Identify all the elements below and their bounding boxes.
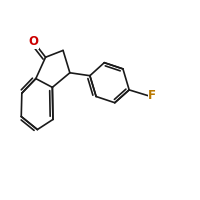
Text: F: F [148, 89, 156, 102]
Text: O: O [29, 35, 38, 48]
